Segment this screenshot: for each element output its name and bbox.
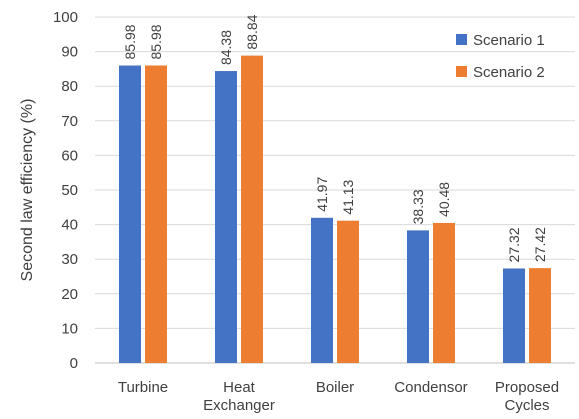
- x-category-label: Condensor: [394, 379, 467, 396]
- y-tick-label: 70: [61, 113, 78, 130]
- legend: Scenario 1 Scenario 2: [456, 32, 545, 81]
- bars: [119, 55, 551, 364]
- y-tick-label: 60: [61, 147, 78, 164]
- bar-1-5: [503, 268, 525, 363]
- bar-2-5: [529, 268, 551, 363]
- data-label: 27.32: [506, 227, 522, 262]
- x-axis-categories: Turbine Heat Exchanger Boiler Condensor Propo…: [118, 379, 559, 414]
- data-label: 88.84: [244, 14, 260, 49]
- y-axis-ticks: 0 10 20 30 40 50 60 70 80 90 100: [53, 9, 78, 372]
- y-tick-label: 0: [70, 355, 78, 372]
- bar-2-2: [241, 55, 263, 364]
- y-tick-label: 50: [61, 182, 78, 199]
- data-labels: 85.98 85.98 84.38 88.84 41.97 41.13 38.33 40.48…: [122, 14, 548, 262]
- bar-1-4: [407, 230, 429, 363]
- y-tick-label: 80: [61, 78, 78, 95]
- data-label: 40.48: [436, 182, 452, 217]
- y-axis-title: Second law efficiency (%): [19, 99, 36, 282]
- bar-1-1: [119, 65, 141, 363]
- x-category-label: Proposed Cycles: [495, 379, 559, 414]
- gridlines: [95, 16, 575, 364]
- legend-swatch-2: [456, 66, 467, 77]
- data-label: 41.13: [340, 179, 356, 214]
- data-label: 38.33: [410, 189, 426, 224]
- data-label: 85.98: [122, 24, 138, 59]
- legend-label: Scenario 2: [473, 64, 545, 81]
- bar-1-3: [311, 217, 333, 363]
- legend-swatch-1: [456, 34, 467, 45]
- y-tick-label: 90: [61, 44, 78, 61]
- y-tick-label: 40: [61, 217, 78, 234]
- data-label: 84.38: [218, 30, 234, 65]
- data-label: 85.98: [148, 24, 164, 59]
- y-tick-label: 10: [61, 320, 78, 337]
- legend-label: Scenario 1: [473, 32, 545, 49]
- bar-2-4: [433, 222, 455, 363]
- x-category-label: Turbine: [118, 379, 168, 396]
- y-tick-label: 30: [61, 251, 78, 268]
- x-category-label: Heat Exchanger: [203, 379, 275, 414]
- bar-1-2: [215, 71, 237, 363]
- y-tick-label: 20: [61, 286, 78, 303]
- data-label: 41.97: [314, 177, 330, 212]
- bar-2-3: [337, 220, 359, 363]
- bar-2-1: [145, 65, 167, 363]
- x-category-label: Boiler: [316, 379, 354, 396]
- data-label: 27.42: [532, 227, 548, 262]
- y-tick-label: 100: [53, 9, 78, 26]
